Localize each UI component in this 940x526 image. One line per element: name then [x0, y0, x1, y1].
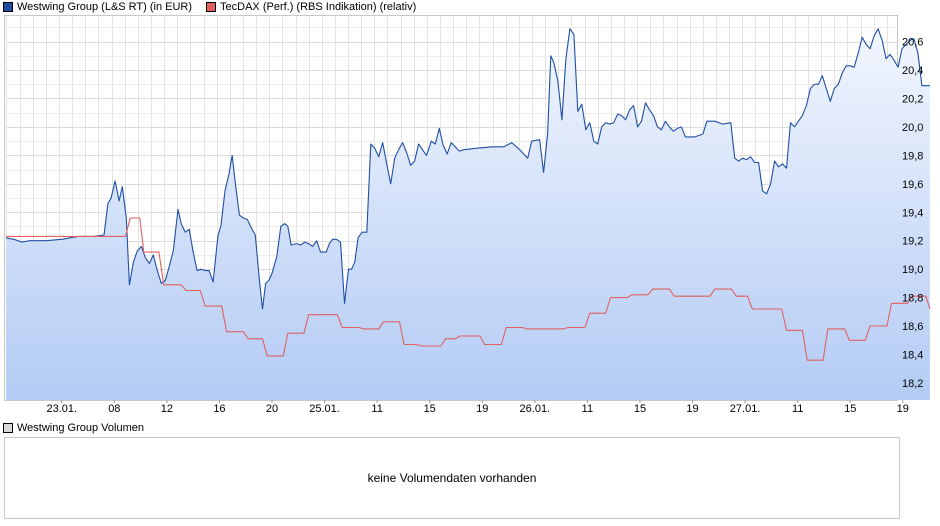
y-tick-label: 19,2 [902, 236, 923, 248]
x-tick-label: 15 [424, 403, 436, 415]
y-tick-label: 18,4 [902, 349, 923, 361]
legend-swatch-tecdax [206, 2, 217, 12]
x-tick-label: 08 [108, 403, 120, 415]
legend-swatch-volume [3, 423, 13, 433]
y-tick-label: 19,0 [902, 264, 923, 276]
legend-item-volume: Westwing Group Volumen [3, 422, 144, 434]
legend-label-westwing: Westwing Group (L&S RT) (in EUR) [17, 1, 193, 13]
legend-item-tecdax: TecDAX (Perf.) (RBS Indikation) (relativ… [206, 1, 416, 13]
x-tick-label: 20 [266, 403, 278, 415]
legend-item-westwing: Westwing Group (L&S RT) (in EUR) [3, 1, 192, 13]
x-tick-label: 11 [792, 403, 803, 415]
y-tick-label: 20,4 [902, 65, 923, 77]
x-tick-label: 23.01. [46, 403, 77, 415]
y-tick-label: 19,6 [902, 179, 923, 191]
x-tick-label: 15 [634, 403, 646, 415]
x-tick-label: 12 [161, 403, 173, 415]
x-tick-label: 16 [213, 403, 225, 415]
y-tick-label: 18,2 [902, 378, 923, 390]
y-tick-label: 18,8 [902, 293, 923, 305]
area-layer [6, 28, 930, 401]
series-line-1 [6, 217, 931, 361]
legend-label-tecdax: TecDAX (Perf.) (RBS Indikation) (relativ… [220, 1, 417, 13]
line-layer [5, 28, 931, 361]
x-tick-label: 26.01. [520, 403, 551, 415]
x-tick-label: 27.01. [730, 403, 761, 415]
y-tick-label: 20,0 [902, 122, 923, 134]
x-tick-label: 19 [897, 403, 909, 415]
x-tick-label: 15 [844, 403, 856, 415]
x-tick-label: 25.01. [309, 403, 340, 415]
y-tick-label: 19,8 [902, 150, 923, 162]
series-line-0 [5, 28, 930, 310]
no-volume-message: keine Volumendaten vorhanden [367, 471, 537, 485]
y-tick-label: 19,4 [902, 207, 923, 219]
volume-legend: Westwing Group Volumen [3, 421, 158, 435]
y-axis-labels: 18,2 18,4 18,6 18,8 19,0 19,2 19,4 19,6 19,8 20,0… [902, 37, 923, 390]
chart-legend: Westwing Group (L&S RT) (in EUR) TecDAX … [3, 0, 430, 14]
y-tick-label: 18,6 [902, 321, 923, 333]
legend-label-volume: Westwing Group Volumen [17, 422, 144, 434]
y-tick-label: 20,6 [902, 37, 923, 49]
x-tick-label: 11 [582, 403, 593, 415]
x-tick-label: 11 [371, 403, 382, 415]
y-tick-label: 20,2 [902, 93, 923, 105]
x-tick-label: 19 [686, 403, 698, 415]
x-axis-labels: 23.01. 08 12 16 20 25.01. 11 15 19 26.01. 11 15 19 27… [46, 400, 909, 415]
volume-panel: keine Volumendaten vorhanden [4, 437, 900, 519]
legend-swatch-westwing [3, 2, 13, 12]
series-area-0 [6, 28, 930, 401]
price-chart: 18,2 18,4 18,6 18,8 19,0 19,2 19,4 19,6 19,8 20,0… [4, 15, 931, 415]
x-tick-label: 19 [476, 403, 488, 415]
